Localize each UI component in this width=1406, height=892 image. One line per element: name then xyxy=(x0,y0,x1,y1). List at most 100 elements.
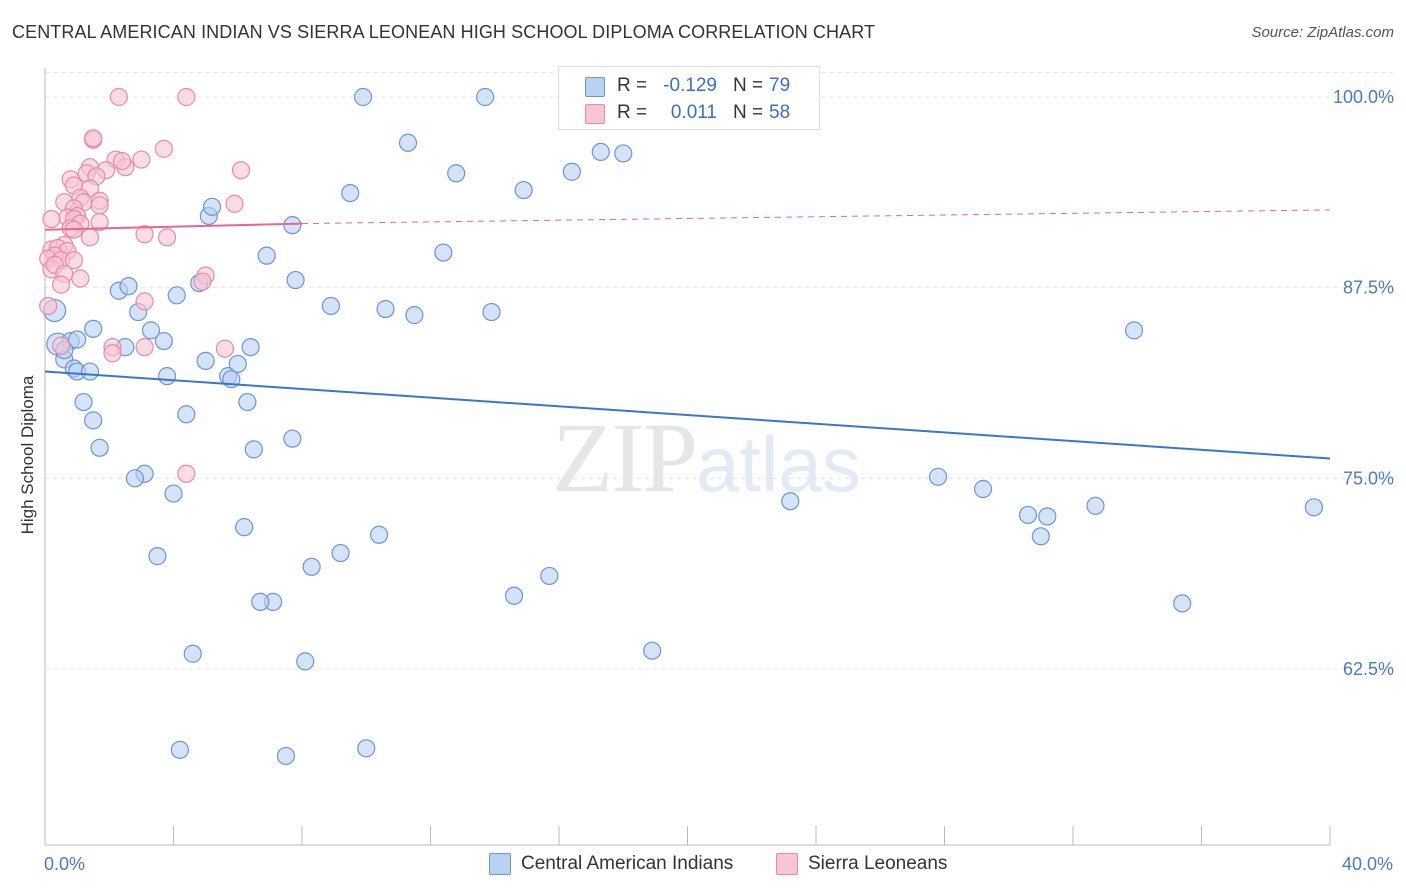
legend-n-value: 79 xyxy=(769,75,791,96)
data-point-sierra-leonean xyxy=(51,275,71,294)
data-point-central-american-indian xyxy=(476,87,495,107)
data-point-central-american-indian xyxy=(170,740,190,759)
tick-labels: 62.5% 75.0% 87.5% 100.0% 0.0% 40.0% xyxy=(44,87,1394,874)
data-point-central-american-indian xyxy=(405,306,424,325)
data-point-central-american-indian xyxy=(1018,505,1038,525)
legend-r-label: R = xyxy=(617,75,648,96)
data-point-central-american-indian xyxy=(167,286,186,305)
data-point-sierra-leonean xyxy=(135,292,154,311)
legend-r-value: -0.129 xyxy=(663,75,717,96)
source-credit: Source: ZipAtlas.com xyxy=(1251,24,1394,41)
data-point-central-american-indian xyxy=(80,362,100,381)
data-point-central-american-indian xyxy=(973,479,993,499)
legend-swatch-blue xyxy=(585,77,605,97)
data-point-sierra-leonean xyxy=(103,344,122,363)
data-point-central-american-indian xyxy=(84,411,103,430)
legend-swatch-pink xyxy=(585,104,605,124)
data-point-sierra-leonean xyxy=(177,87,196,107)
legend-swatch-blue xyxy=(489,853,511,875)
data-point-sierra-leonean xyxy=(177,464,196,483)
data-point-central-american-indian xyxy=(447,164,466,183)
legend-n-label: N = xyxy=(733,75,764,96)
data-point-central-american-indian xyxy=(1031,527,1050,546)
data-point-central-american-indian xyxy=(154,331,173,351)
data-point-central-american-indian xyxy=(591,142,610,162)
watermark-atlas: atlas xyxy=(696,420,861,508)
data-point-central-american-indian xyxy=(283,429,302,448)
legend-row-central-american-indians: R = -0.129 N = 79 xyxy=(559,73,819,101)
data-point-sierra-leonean xyxy=(84,129,103,148)
data-point-sierra-leonean xyxy=(157,228,177,247)
data-point-central-american-indian xyxy=(376,299,395,319)
data-point-central-american-indian xyxy=(202,197,222,216)
trend-line-sierra-leoneans xyxy=(44,222,303,231)
data-point-sierra-leonean xyxy=(132,150,151,169)
data-point-sierra-leonean xyxy=(39,296,58,316)
data-point-central-american-indian xyxy=(244,440,263,459)
data-point-sierra-leonean xyxy=(112,151,132,171)
legend-n-value: 58 xyxy=(769,102,791,123)
data-point-central-american-indian xyxy=(398,133,418,152)
trend-line-central-american-indians xyxy=(44,370,1331,460)
data-point-sierra-leonean xyxy=(71,269,90,288)
data-point-central-american-indian xyxy=(251,592,270,611)
data-point-sierra-leonean xyxy=(80,228,100,247)
data-point-central-american-indian xyxy=(1173,594,1192,613)
x-tick-label: 40.0% xyxy=(1342,854,1393,874)
y-tick-label: 62.5% xyxy=(1343,659,1394,679)
y-tick-label: 75.0% xyxy=(1343,468,1394,488)
data-point-sierra-leonean xyxy=(51,336,71,355)
axes xyxy=(44,68,1331,846)
gridlines xyxy=(45,72,1395,670)
data-point-sierra-leonean xyxy=(215,339,234,358)
stats-legend: R = -0.129 N = 79 R = 0.011 N = 58 xyxy=(558,66,820,130)
watermark-zip: ZIP xyxy=(552,402,698,513)
data-point-central-american-indian xyxy=(235,518,254,537)
data-point-sierra-leonean xyxy=(135,225,154,244)
series-legend: Central American Indians Sierra Leoneans xyxy=(0,852,1406,878)
data-point-sierra-leonean xyxy=(42,209,61,229)
data-point-central-american-indian xyxy=(504,586,524,605)
y-tick-label: 100.0% xyxy=(1333,87,1394,107)
data-point-central-american-indian xyxy=(614,144,633,163)
chart-title: CENTRAL AMERICAN INDIAN VS SIERRA LEONEA… xyxy=(12,22,876,42)
data-point-central-american-indian xyxy=(514,180,533,200)
data-point-central-american-indian xyxy=(119,277,138,296)
data-point-central-american-indian xyxy=(241,338,260,357)
data-point-central-american-indian xyxy=(183,644,202,663)
data-point-central-american-indian xyxy=(90,438,109,457)
data-point-central-american-indian xyxy=(434,243,453,262)
data-point-central-american-indian xyxy=(331,543,350,563)
data-point-central-american-indian xyxy=(482,302,501,322)
data-point-central-american-indian xyxy=(1086,496,1105,515)
legend-r-label: R = xyxy=(617,102,648,123)
data-point-sierra-leonean xyxy=(231,161,251,180)
legend-label: Sierra Leoneans xyxy=(808,853,948,874)
series-central-american-indians xyxy=(43,87,1324,766)
legend-swatch-pink xyxy=(776,853,798,875)
data-point-central-american-indian xyxy=(157,367,177,386)
data-point-central-american-indian xyxy=(238,392,257,412)
data-point-central-american-indian xyxy=(286,270,305,290)
data-point-central-american-indian xyxy=(341,183,360,203)
data-point-central-american-indian xyxy=(74,392,93,412)
legend-n-label: N = xyxy=(733,102,764,123)
data-point-central-american-indian xyxy=(283,216,302,235)
data-point-sierra-leonean xyxy=(90,196,109,215)
data-point-central-american-indian xyxy=(562,162,581,181)
data-point-central-american-indian xyxy=(141,321,161,340)
legend-label: Central American Indians xyxy=(521,853,734,874)
data-point-central-american-indian xyxy=(1038,507,1057,526)
data-point-central-american-indian xyxy=(643,641,662,660)
data-point-central-american-indian xyxy=(353,87,373,107)
data-point-central-american-indian xyxy=(928,467,948,486)
series-sierra-leoneans xyxy=(39,87,251,483)
data-point-central-american-indian xyxy=(781,492,800,511)
data-point-sierra-leonean xyxy=(135,338,154,357)
data-point-central-american-indian xyxy=(540,566,559,586)
x-tick-label: 0.0% xyxy=(44,854,85,874)
trend-lines xyxy=(44,209,1331,460)
data-point-central-american-indian xyxy=(68,330,87,349)
data-point-sierra-leonean xyxy=(193,272,212,291)
